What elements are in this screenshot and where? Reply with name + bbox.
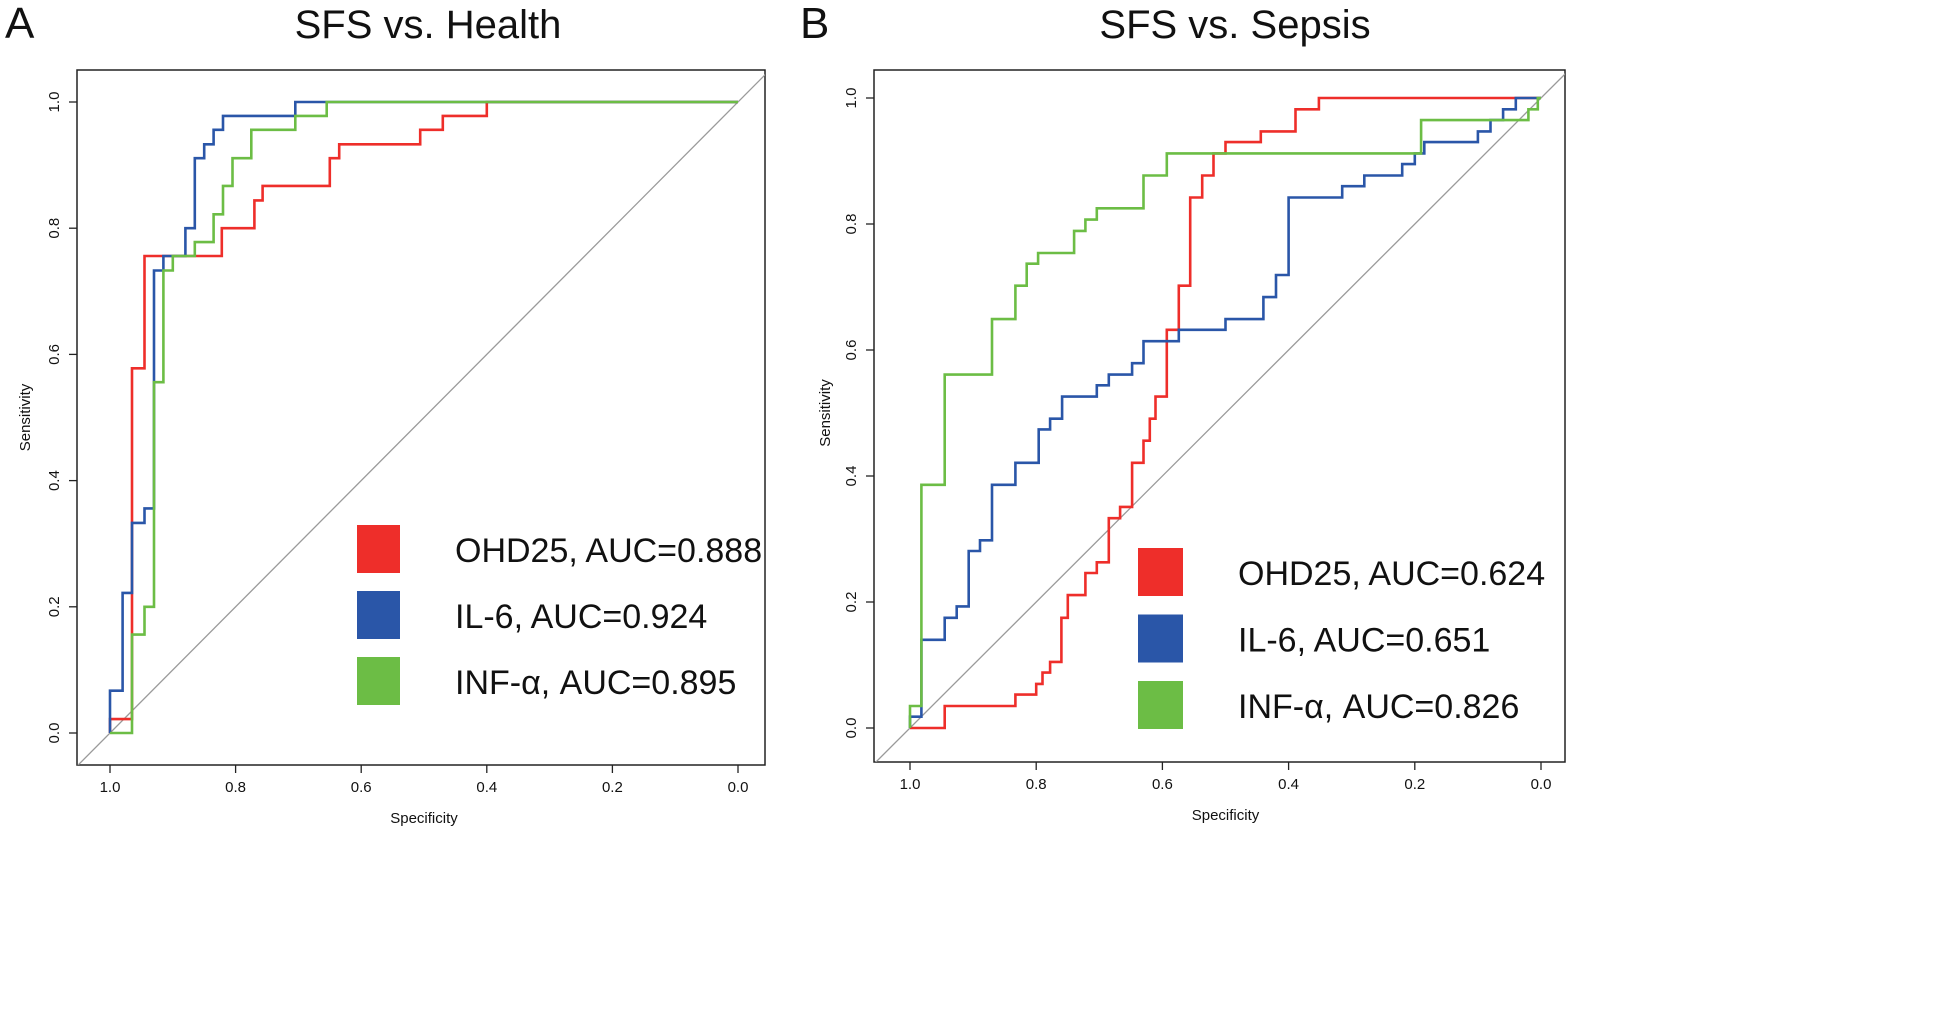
legend-swatch: [1138, 548, 1183, 596]
plot-frame: [76, 69, 766, 766]
x-tick-label: 0.8: [225, 779, 246, 796]
y-axis-label: Sensitivity: [17, 383, 34, 451]
roc-curve-inf-alpha: [908, 96, 1541, 728]
x-tick-label: 0.4: [1278, 776, 1299, 793]
x-tick-label: 0.6: [1152, 776, 1173, 793]
y-tick-label: 0.2: [46, 596, 63, 617]
x-axis-label: Specificity: [390, 810, 458, 827]
x-tick-label: 0.0: [728, 779, 749, 796]
y-tick-label: 0.4: [843, 466, 860, 487]
y-tick-label: 0.6: [46, 344, 63, 365]
x-axis-label: Specificity: [1192, 807, 1260, 824]
panel-label: A: [5, 0, 35, 48]
x-tick-label: 1.0: [900, 776, 921, 793]
roc-curve-ohd25: [108, 100, 738, 733]
legend-swatch: [1138, 681, 1183, 729]
legend-label: IL-6, AUC=0.924: [455, 598, 707, 636]
legend-swatch: [357, 591, 400, 639]
roc-panel-a: A SFS vs. Health 1.0 0.8 0.6 0.4 0.2 0.0 Specifi…: [5, 0, 766, 827]
legend: OHD25, AUC=0.624 IL-6, AUC=0.651 INF-α, AU…: [1138, 548, 1545, 729]
panel-label: B: [800, 0, 829, 48]
diagonal-reference-line: [875, 73, 1565, 762]
y-tick-label: 1.0: [843, 88, 860, 109]
y-tick-label: 0.6: [843, 340, 860, 361]
legend-label: OHD25, AUC=0.888: [455, 532, 762, 570]
legend-label: INF-α, AUC=0.895: [455, 664, 736, 702]
x-tick-label: 0.2: [1404, 776, 1425, 793]
roc-curve-inf-alpha: [110, 100, 738, 735]
y-tick-label: 0.0: [843, 718, 860, 739]
chart-title: SFS vs. Health: [295, 3, 562, 47]
legend-swatch: [357, 525, 400, 573]
x-tick-label: 0.6: [351, 779, 372, 796]
y-tick-label: 1.0: [46, 92, 63, 113]
y-tick-label: 0.2: [843, 592, 860, 613]
y-tick-label: 0.4: [46, 470, 63, 491]
roc-panel-b: B SFS vs. Sepsis 1.0 0.8 0.6 0.4 0.2 0.0 Specifi…: [800, 0, 1566, 824]
legend-swatch: [357, 657, 400, 705]
x-tick-label: 0.2: [602, 779, 623, 796]
x-tick-label: 0.4: [476, 779, 497, 796]
legend-label: IL-6, AUC=0.651: [1238, 622, 1490, 660]
legend-label: INF-α, AUC=0.826: [1238, 688, 1519, 726]
legend: OHD25, AUC=0.888 IL-6, AUC=0.924 INF-α, AU…: [357, 525, 762, 705]
y-tick-label: 0.8: [843, 214, 860, 235]
legend-label: OHD25, AUC=0.624: [1238, 555, 1545, 593]
plot-frame: [873, 69, 1566, 763]
x-tick-label: 0.0: [1531, 776, 1552, 793]
y-tick-label: 0.0: [46, 723, 63, 744]
x-tick-label: 0.8: [1026, 776, 1047, 793]
chart-title: SFS vs. Sepsis: [1099, 3, 1370, 47]
y-tick-label: 0.8: [46, 218, 63, 239]
roc-curve-il6: [908, 96, 1541, 728]
x-tick-label: 1.0: [100, 779, 121, 796]
y-axis-label: Sensitivity: [817, 379, 834, 447]
legend-swatch: [1138, 614, 1183, 663]
